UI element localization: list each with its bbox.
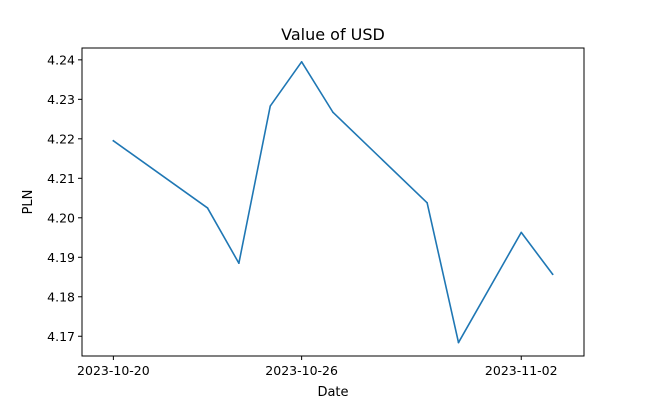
data-point <box>300 61 303 63</box>
data-point <box>112 139 115 142</box>
series-line <box>112 61 554 344</box>
series-layer <box>112 61 554 344</box>
data-point <box>551 273 554 276</box>
data-point <box>520 231 523 234</box>
y-tick-label: 4.19 <box>47 250 75 265</box>
y-tick-label: 4.22 <box>47 131 75 146</box>
x-tick-label: 2023-10-20 <box>77 363 150 378</box>
y-tick-label: 4.21 <box>47 171 75 186</box>
y-tick-label: 4.24 <box>47 52 75 67</box>
y-axis: 4.17 4.18 4.19 4.20 4.21 4.22 4.23 4.24 <box>47 52 82 344</box>
y-axis-label: PLN <box>21 190 36 215</box>
data-point <box>238 262 240 265</box>
chart-title: Value of USD <box>281 25 385 44</box>
x-tick-label: 2023-10-26 <box>265 363 338 378</box>
y-tick-label: 4.18 <box>47 289 75 304</box>
data-point <box>426 201 428 204</box>
y-tick-label: 4.17 <box>47 329 75 344</box>
data-point <box>206 207 209 209</box>
y-tick-label: 4.20 <box>47 210 75 225</box>
x-axis-label: Date <box>317 385 348 400</box>
data-point <box>457 341 460 344</box>
y-tick-label: 4.23 <box>47 92 75 107</box>
data-point <box>332 111 334 114</box>
axes-frame <box>81 47 585 357</box>
plot-area <box>81 47 585 357</box>
x-tick-label: 2023-11-02 <box>485 363 558 378</box>
data-point <box>269 105 272 107</box>
x-axis: 2023-10-20 2023-10-26 2023-11-02 <box>77 356 558 378</box>
